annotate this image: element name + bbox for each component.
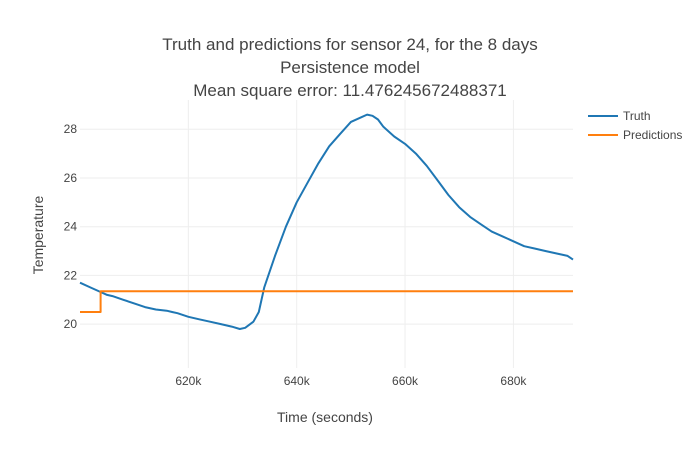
chart-title-line-3: Mean square error: 11.476245672488371 [193,81,506,100]
legend-label-predictions[interactable]: Predictions [623,128,682,142]
y-tick-label: 28 [64,122,78,136]
x-tick-label: 640k [284,374,311,388]
series-layer [79,113,574,330]
x-tick-label: 660k [392,374,419,388]
chart-title-line-1: Truth and predictions for sensor 24, for… [162,35,537,54]
y-axis-title: Temperature [30,195,46,274]
legend[interactable]: Truth Predictions [588,109,682,142]
series-line-truth [79,113,574,330]
x-axis-title: Time (seconds) [277,409,373,425]
chart-title-line-2: Persistence model [280,58,420,77]
x-tick-label: 680k [500,374,527,388]
y-tick-label: 26 [64,171,78,185]
y-tick-label: 20 [64,317,78,331]
x-tick-label: 620k [175,374,202,388]
y-tick-label: 22 [64,268,78,282]
tick-labels: 620k 640k 660k 680k 20 22 24 26 28 [64,122,528,388]
y-tick-label: 24 [64,220,78,234]
legend-label-truth[interactable]: Truth [623,109,651,123]
series-line-predictions [80,290,573,313]
